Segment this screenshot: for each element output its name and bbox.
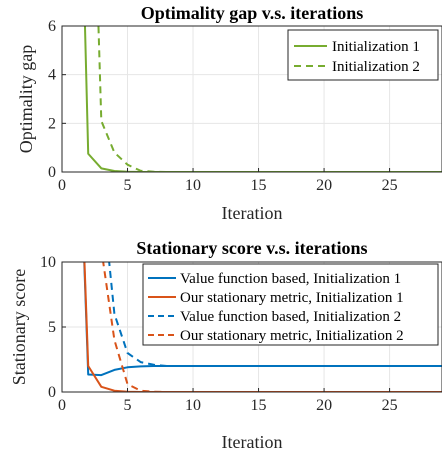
- chart-title: Stationary score v.s. iterations: [136, 238, 367, 258]
- legend: Initialization 1 Initialization 2: [287, 29, 439, 81]
- x-axis-ticks: 0 5 10 15 20 25: [58, 388, 398, 414]
- x-tick-label: 10: [185, 397, 201, 414]
- x-tick-label: 0: [58, 397, 66, 414]
- y-axis-label: Optimality gap: [16, 45, 36, 153]
- legend-label-value-function-init-2: Value function based, Initialization 2: [180, 309, 401, 325]
- x-tick-label: 15: [251, 177, 267, 194]
- x-tick-label: 0: [58, 177, 66, 194]
- x-axis-ticks: 0 5 10 15 20 25: [58, 168, 398, 194]
- axes-box: [61, 25, 442, 173]
- legend-box: [287, 29, 439, 81]
- optimality-gap-chart: 0 5 10 15 20 25 0 2 4 6 Optimality gap v.s. iter…: [16, 3, 442, 223]
- y-axis-ticks: 0 2 4 6: [48, 18, 66, 181]
- x-tick-label: 25: [382, 397, 398, 414]
- x-axis-label: Iteration: [222, 203, 283, 223]
- legend-label-stationary-metric-init-1: Our stationary metric, Initialization 1: [180, 290, 404, 306]
- series-line-3: [108, 262, 442, 367]
- y-tick-label: 4: [48, 67, 56, 84]
- x-tick-label: 25: [382, 177, 398, 194]
- series-line-4: [102, 262, 442, 392]
- y-axis-label: Stationary score: [9, 269, 29, 385]
- x-tick-label: 15: [251, 397, 267, 414]
- legend-box: [142, 263, 439, 346]
- stationary-score-chart: 0 5 10 15 20 25 0 5 10 Stationary score v.s. it…: [9, 238, 442, 452]
- x-tick-label: 20: [316, 177, 332, 194]
- x-tick-label: 10: [185, 177, 201, 194]
- legend-label-initialization-1: Initialization 1: [332, 39, 420, 55]
- y-tick-label: 2: [48, 115, 56, 132]
- legend-label-initialization-2: Initialization 2: [332, 59, 420, 75]
- y-tick-label: 0: [48, 384, 56, 401]
- x-tick-label: 5: [124, 397, 132, 414]
- y-tick-label: 0: [48, 164, 56, 181]
- x-axis-label: Iteration: [222, 432, 283, 452]
- x-tick-label: 5: [124, 177, 132, 194]
- legend-label-value-function-init-1: Value function based, Initialization 1: [180, 271, 401, 287]
- chart-title: Optimality gap v.s. iterations: [141, 3, 364, 23]
- y-tick-label: 10: [40, 254, 56, 271]
- legend-label-stationary-metric-init-2: Our stationary metric, Initialization 2: [180, 328, 404, 344]
- y-tick-label: 5: [48, 319, 56, 336]
- series-line-2: [97, 26, 442, 172]
- legend: Value function based, Initialization 1 O…: [142, 263, 439, 346]
- y-axis-ticks: 0 5 10: [40, 254, 66, 401]
- y-tick-label: 6: [48, 18, 56, 35]
- x-tick-label: 20: [316, 397, 332, 414]
